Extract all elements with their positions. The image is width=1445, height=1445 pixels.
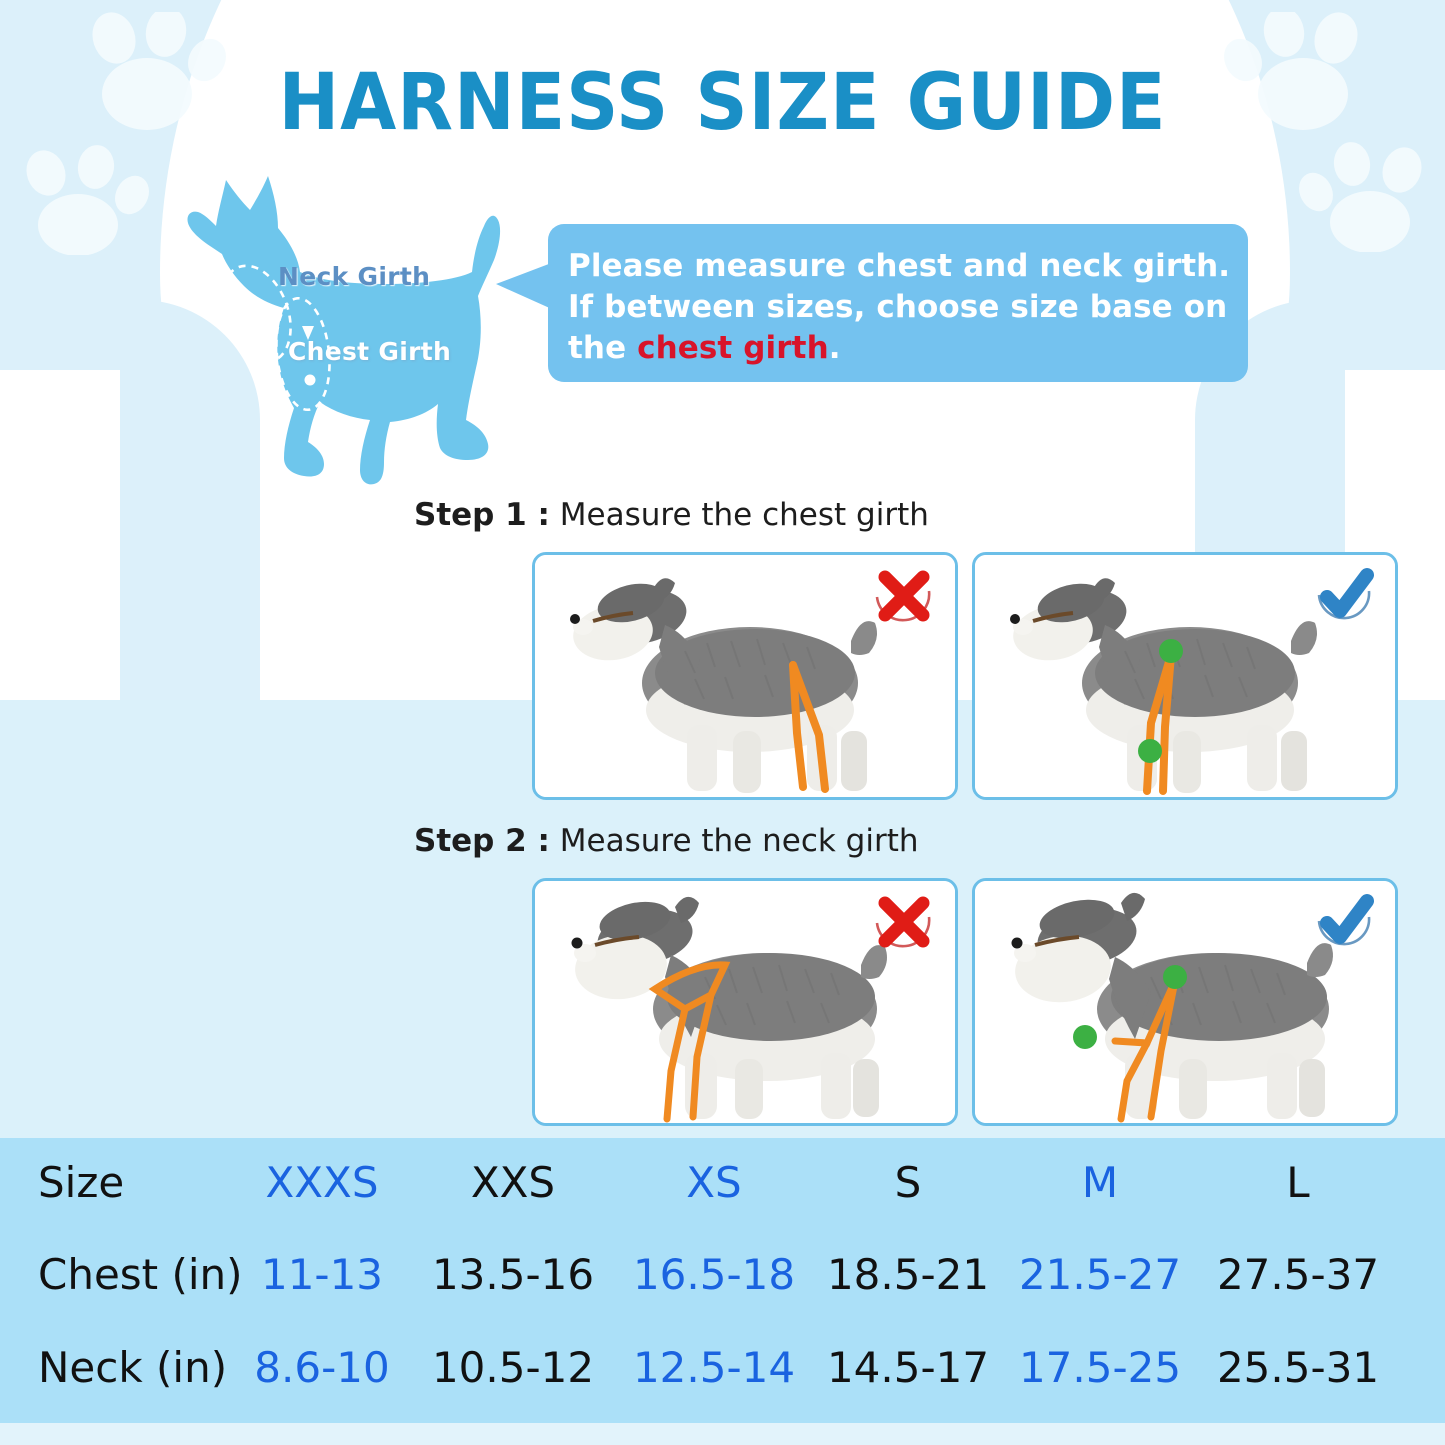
dog-diagram: [138, 168, 558, 508]
size-table: Size XXXS XXS XS S M L Chest (in) 11-13 …: [0, 1138, 1445, 1423]
chest-cell-m: 21.5-27: [1018, 1250, 1182, 1299]
size-cell-l: L: [1286, 1158, 1310, 1207]
dog-photo-chest-wrong: [535, 555, 955, 797]
chest-girth-dashed-loop: [275, 296, 331, 412]
paw-print-icon: [26, 145, 149, 255]
callout-tail: [496, 262, 554, 310]
step-1-card-correct[interactable]: [972, 552, 1398, 800]
step-1-label: Step 1 : Measure the chest girth: [414, 497, 929, 533]
table-row-chest: Chest (in) 11-13 13.5-16 16.5-18 18.5-21…: [0, 1250, 1445, 1345]
blob-edge-left: [120, 300, 260, 700]
blue-check-icon: [1317, 568, 1374, 620]
dog-photo-neck-wrong: [535, 881, 955, 1123]
row-label-size: Size: [38, 1158, 125, 1207]
size-cell-xxs: XXS: [470, 1158, 556, 1207]
chest-cell-xs: 16.5-18: [632, 1250, 796, 1299]
measuring-tape: [648, 961, 731, 1014]
paw-print-icon: [1299, 142, 1422, 252]
size-table-band: [0, 1138, 1445, 1423]
table-row-size: Size XXXS XXS XS S M L: [0, 1158, 1445, 1253]
measuring-tape: [789, 661, 807, 791]
step-1-rest: Measure the chest girth: [549, 497, 929, 533]
neck-girth-label: Neck Girth: [278, 262, 431, 291]
neck-cell-m: 17.5-25: [1018, 1343, 1182, 1392]
blue-check-icon: [1317, 894, 1374, 946]
chest-cell-xxxs: 11-13: [260, 1250, 384, 1299]
measurement-point: [1163, 965, 1187, 989]
dog-side-silhouette-icon: [187, 176, 501, 485]
table-row-neck: Neck (in) 8.6-10 10.5-12 12.5-14 14.5-17…: [0, 1343, 1445, 1438]
neck-cell-l: 25.5-31: [1216, 1343, 1380, 1392]
callout-line-1: Please measure chest and neck girth.: [568, 248, 1231, 284]
step-1-bold: Step 1 :: [414, 497, 550, 533]
page-title: HARNESS SIZE GUIDE: [278, 58, 1167, 148]
step-2-bold: Step 2 :: [414, 823, 550, 859]
red-x-icon: [875, 896, 931, 948]
step-1-card-wrong[interactable]: [532, 552, 958, 800]
chest-cell-xxs: 13.5-16: [431, 1250, 595, 1299]
size-cell-m: M: [1081, 1158, 1119, 1207]
neck-cell-xs: 12.5-14: [632, 1343, 796, 1392]
neck-cell-s: 14.5-17: [826, 1343, 990, 1392]
measurement-point: [1073, 1025, 1097, 1049]
neck-girth-dashed-loop: [220, 264, 292, 364]
callout-bubble: [548, 224, 1248, 382]
chest-cell-l: 27.5-37: [1216, 1250, 1380, 1299]
footer-strip: [0, 1423, 1445, 1445]
callout-text: Please measure chest and neck girth. If …: [568, 246, 1258, 369]
dog-photo-chest-correct: [975, 555, 1395, 797]
callout-line-3-prefix: the: [568, 330, 638, 366]
step-2-rest: Measure the neck girth: [549, 823, 919, 859]
chest-cell-s: 18.5-21: [826, 1250, 990, 1299]
paw-print-icon: [1224, 12, 1358, 130]
callout-highlight: chest girth: [637, 330, 829, 366]
measurement-point: [1159, 639, 1183, 663]
callout-line-3-suffix: .: [828, 330, 841, 366]
neck-cell-xxxs: 8.6-10: [254, 1343, 390, 1392]
measurement-point: [1138, 739, 1162, 763]
step-2-card-correct[interactable]: [972, 878, 1398, 1126]
neck-cell-xxs: 10.5-12: [431, 1343, 595, 1392]
size-cell-xxxs: XXXS: [265, 1158, 379, 1207]
callout-line-2: If between sizes, choose size base on: [568, 289, 1228, 325]
row-label-neck: Neck (in): [38, 1343, 228, 1392]
dog-photo-neck-correct: [975, 881, 1395, 1123]
size-cell-s: S: [894, 1158, 922, 1207]
row-label-chest: Chest (in): [38, 1250, 243, 1299]
size-cell-xs: XS: [686, 1158, 742, 1207]
red-x-icon: [875, 570, 931, 622]
chest-girth-label: Chest Girth: [288, 337, 452, 366]
measuring-tape: [1159, 651, 1175, 795]
step-2-label: Step 2 : Measure the neck girth: [414, 823, 919, 859]
paw-print-icon: [92, 12, 226, 130]
step-2-card-wrong[interactable]: [532, 878, 958, 1126]
